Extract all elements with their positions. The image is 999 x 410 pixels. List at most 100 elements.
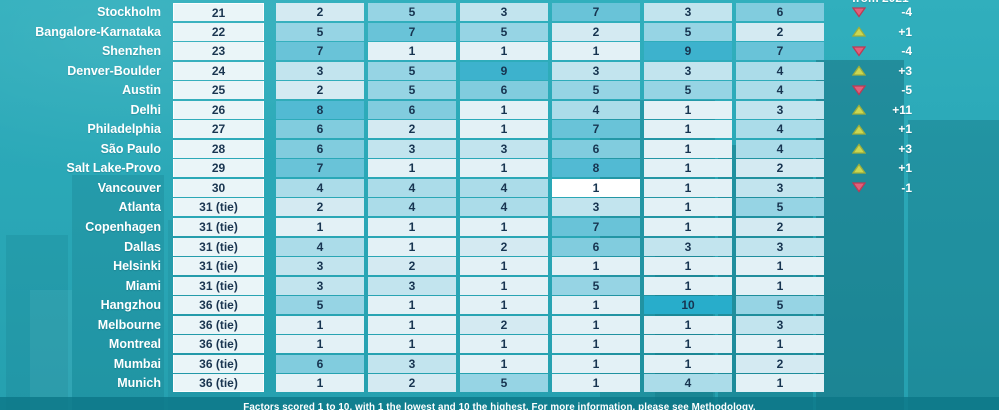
score-cell: 1: [368, 335, 456, 354]
score-cell: 1: [644, 178, 732, 197]
building-silhouette: [6, 235, 68, 410]
down-triangle-icon: [852, 182, 866, 194]
rank-change: -4: [852, 44, 957, 58]
score-cell: 3: [644, 61, 732, 80]
score-cell: 2: [736, 218, 824, 237]
city-label: Delhi: [130, 102, 161, 117]
rank-change-value: +11: [892, 102, 912, 117]
table-row: Bangalore-Karnataka 22 5 7 5 2 5 2 +1: [0, 22, 957, 41]
factor-scores: 5 1 1 1 10 5: [276, 296, 824, 315]
score-cell: 1: [276, 218, 364, 237]
table-row: Melbourne 36 (tie) 1 1 2 1 1 3: [0, 315, 957, 334]
score-cell: 1: [552, 354, 640, 373]
rank-cell: 31 (tie): [173, 237, 264, 256]
rank-cell: 22: [173, 22, 264, 41]
score-cell: 4: [736, 139, 824, 158]
up-triangle-icon: [852, 104, 866, 115]
score-cell: 1: [736, 335, 824, 354]
table-row: Montreal 36 (tie) 1 1 1 1 1 1: [0, 335, 957, 354]
rank-cell: 24: [173, 61, 264, 80]
city-label: Shenzhen: [101, 44, 161, 59]
city-label: Denver-Boulder: [67, 63, 161, 78]
score-cell: 2: [276, 198, 364, 217]
change-column-header: from 2021: [852, 0, 909, 5]
table-row: São Paulo 28 6 3 3 6 1 4 +3: [0, 139, 957, 158]
score-cell: 1: [460, 159, 548, 178]
score-cell: 4: [460, 198, 548, 217]
score-cell: 5: [276, 296, 364, 315]
table-row: Helsinki 31 (tie) 3 2 1 1 1 1: [0, 257, 957, 276]
score-cell: 1: [644, 120, 732, 139]
score-cell: 7: [552, 3, 640, 21]
rank-change-value: +1: [898, 122, 912, 137]
rank-change: +1: [852, 122, 957, 136]
score-cell: 7: [276, 159, 364, 178]
score-cell: 6: [552, 237, 640, 256]
rank-cell: 25: [173, 81, 264, 100]
city-label: Vancouver: [97, 180, 161, 195]
score-cell: 2: [368, 120, 456, 139]
score-cell: 1: [644, 139, 732, 158]
building-silhouette: [816, 60, 904, 410]
score-cell: 10: [644, 296, 732, 315]
city-label: Mumbai: [113, 356, 161, 371]
score-cell: 2: [736, 159, 824, 178]
city-label: Helsinki: [113, 259, 161, 274]
rank-change: -1: [852, 181, 957, 195]
up-triangle-icon: [852, 65, 866, 76]
score-cell: 1: [368, 218, 456, 237]
score-cell: 1: [368, 315, 456, 334]
rank-cell: 26: [173, 100, 264, 119]
score-cell: 4: [460, 178, 548, 197]
building-silhouette: [30, 290, 72, 410]
score-cell: 1: [460, 257, 548, 276]
score-cell: 4: [368, 178, 456, 197]
rank-cell: 36 (tie): [173, 315, 264, 334]
score-cell: 4: [552, 100, 640, 119]
score-cell: 6: [368, 100, 456, 119]
score-cell: 7: [276, 42, 364, 61]
city-label: Salt Lake-Provo: [66, 161, 161, 176]
score-cell: 9: [460, 61, 548, 80]
score-cell: 6: [736, 3, 824, 21]
score-cell: 1: [552, 42, 640, 61]
rank-change: +1: [852, 161, 957, 175]
score-cell: 3: [644, 237, 732, 256]
rank-change-value: +1: [898, 24, 912, 39]
score-cell: 1: [368, 42, 456, 61]
city-label: Montreal: [108, 337, 161, 352]
city-label: Austin: [122, 83, 161, 98]
score-cell: 8: [552, 159, 640, 178]
score-cell: 1: [644, 198, 732, 217]
rank-change: -4: [852, 5, 957, 19]
score-cell: 5: [368, 3, 456, 21]
city-label: Hangzhou: [100, 298, 161, 313]
city-label: Melbourne: [97, 317, 161, 332]
rank-change-value: -1: [901, 180, 912, 195]
score-cell: 2: [368, 257, 456, 276]
table-row: Copenhagen 31 (tie) 1 1 1 7 1 2: [0, 218, 957, 237]
rank-cell: 28: [173, 139, 264, 158]
rank-change-value: +3: [898, 141, 912, 156]
score-cell: 1: [644, 218, 732, 237]
score-cell: 4: [276, 178, 364, 197]
score-cell: 1: [644, 315, 732, 334]
score-cell: 2: [460, 237, 548, 256]
table-row: Mumbai 36 (tie) 6 3 1 1 1 2: [0, 354, 957, 373]
rank-cell: 36 (tie): [173, 335, 264, 354]
score-cell: 4: [736, 120, 824, 139]
score-cell: 1: [552, 178, 640, 197]
up-triangle-icon: [852, 26, 866, 37]
score-cell: 1: [736, 374, 824, 393]
rank-cell: 36 (tie): [173, 296, 264, 315]
score-cell: 3: [552, 198, 640, 217]
score-cell: 5: [644, 81, 732, 100]
